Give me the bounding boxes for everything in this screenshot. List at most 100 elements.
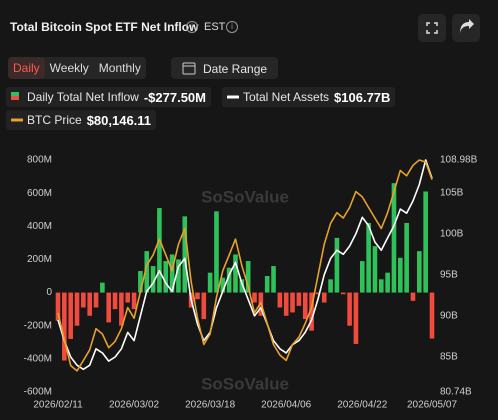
legend-label: BTC Price (27, 113, 82, 127)
bar (245, 261, 251, 293)
y2-tick-label: 108.98B (440, 155, 478, 166)
bar (334, 237, 340, 293)
y-tick-label: 800M (27, 155, 52, 166)
bar (100, 282, 105, 293)
y-tick-label: 0 (46, 287, 52, 298)
legend-label: Total Net Assets (243, 90, 330, 104)
tab[interactable]: Weekly (49, 61, 89, 75)
y2-tick-label: 100B (440, 228, 464, 239)
bar (296, 292, 302, 306)
share-button[interactable] (452, 14, 480, 42)
bar (93, 292, 99, 308)
bar (74, 292, 80, 326)
bar (163, 261, 169, 293)
bar (207, 272, 213, 293)
bar (309, 292, 314, 331)
bar (81, 292, 86, 308)
bar (55, 292, 61, 321)
bar (372, 246, 378, 293)
bar (385, 272, 390, 293)
bar (353, 292, 359, 344)
info-icon[interactable]: i (226, 21, 238, 33)
legend-item[interactable]: Daily Total Net Inflow -$277.50M (6, 87, 211, 107)
bar (214, 211, 219, 293)
tab[interactable]: Monthly (98, 61, 141, 75)
y-tick-label: 200M (27, 254, 52, 265)
x-tick-label: 2026/04/06 (261, 400, 311, 411)
legend-swatch (11, 118, 23, 122)
bar (157, 208, 162, 293)
legend-item[interactable]: BTC Price $80,146.11 (6, 110, 157, 130)
bar (417, 251, 422, 293)
bar (68, 292, 73, 339)
bar (271, 266, 276, 293)
share-icon (460, 19, 474, 33)
calendar-icon (182, 62, 196, 75)
y-tick-label: 400M (27, 221, 52, 232)
x-tick-label: 2026/03/02 (109, 400, 159, 411)
bar (233, 254, 238, 293)
x-tick-label: 2026/02/11 (33, 400, 83, 411)
bar (366, 222, 371, 293)
bar (106, 292, 112, 323)
legend-value: $80,146.11 (86, 112, 152, 128)
bar (347, 292, 352, 326)
bar (87, 292, 92, 316)
bar (321, 292, 327, 303)
bar (138, 271, 143, 293)
bar (119, 292, 124, 326)
tab-bar: Daily Weekly Monthly (8, 57, 146, 79)
bar (239, 279, 245, 293)
bar (283, 292, 289, 316)
bar (378, 279, 384, 293)
bar (144, 251, 150, 293)
y-tick-label: -400M (24, 353, 52, 364)
bar (125, 292, 131, 303)
legend-value: $106.77B (334, 89, 391, 105)
bar (398, 257, 403, 293)
y2-tick-label: 85B (440, 352, 458, 363)
line (57, 159, 433, 371)
bar (176, 259, 181, 293)
bar (404, 222, 409, 293)
bar (182, 216, 188, 293)
bar (220, 277, 226, 293)
y-tick-label: -200M (24, 320, 52, 331)
legend-item[interactable]: Total Net Assets $106.77B (222, 87, 396, 107)
watermark: SoSoValue (201, 187, 289, 206)
line (57, 159, 433, 372)
x-tick-label: 2026/04/22 (337, 400, 387, 411)
bar (277, 292, 283, 308)
bar (131, 292, 137, 310)
bar (429, 292, 435, 339)
y2-tick-label: 95B (440, 269, 458, 280)
timezone: EST (204, 21, 226, 33)
bar (423, 191, 428, 293)
bar (226, 267, 232, 293)
bar (252, 292, 257, 303)
bar (201, 292, 207, 320)
bar (169, 254, 175, 293)
x-tick-label: 2026/05/07 (407, 400, 457, 411)
bar (315, 292, 321, 295)
bar (328, 279, 333, 293)
legend-label: Daily Total Net Inflow (27, 90, 139, 104)
date-range-label: Date Range (203, 62, 268, 76)
date-range-button[interactable]: Date Range (171, 57, 278, 79)
y-tick-label: -600M (24, 387, 52, 398)
bar (359, 261, 365, 293)
y2-tick-label: 80.74B (440, 387, 472, 398)
info-icon[interactable]: i (186, 21, 198, 33)
bar (302, 292, 308, 320)
y2-tick-label: 105B (440, 187, 464, 198)
legend-value: -$277.50M (143, 89, 206, 105)
bar (410, 292, 416, 301)
watermark: SoSoValue (201, 374, 289, 393)
bar (391, 183, 397, 293)
fullscreen-button[interactable] (418, 14, 446, 42)
legend-swatch (11, 92, 19, 100)
y2-tick-label: 90B (440, 311, 458, 322)
tab[interactable]: Daily (8, 57, 45, 79)
